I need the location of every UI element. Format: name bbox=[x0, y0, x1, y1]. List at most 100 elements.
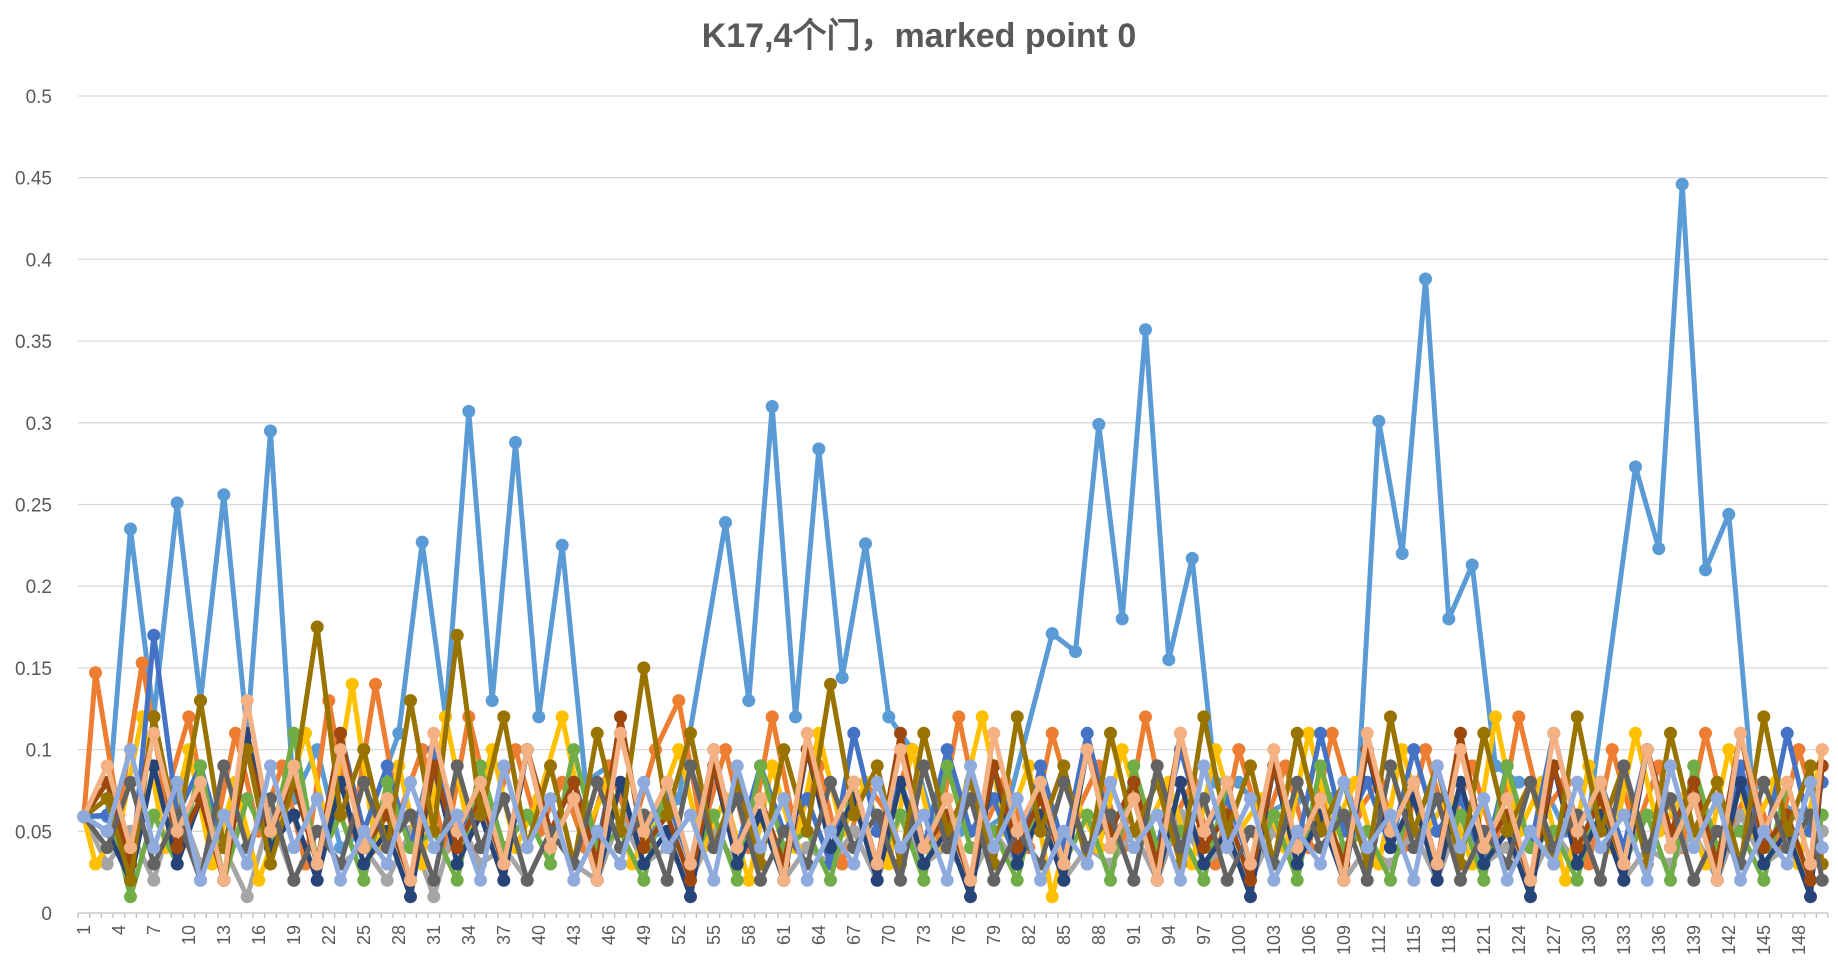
data-point bbox=[1197, 857, 1211, 871]
x-tick-label: 139 bbox=[1684, 925, 1704, 955]
y-tick-label: 0.4 bbox=[26, 250, 53, 271]
data-point bbox=[1057, 775, 1071, 789]
data-point bbox=[1652, 542, 1666, 556]
data-point bbox=[940, 792, 954, 806]
data-point bbox=[1407, 743, 1421, 757]
data-point bbox=[1594, 873, 1607, 887]
data-point bbox=[544, 759, 557, 773]
x-tick-label: 19 bbox=[284, 925, 304, 945]
x-tick-label: 22 bbox=[319, 925, 339, 945]
data-point bbox=[240, 857, 254, 871]
data-point bbox=[1757, 710, 1771, 724]
x-tick-label: 145 bbox=[1754, 925, 1774, 955]
x-tick-label: 127 bbox=[1544, 925, 1564, 955]
data-point bbox=[1337, 775, 1351, 789]
data-point bbox=[1792, 743, 1806, 757]
data-point bbox=[1010, 841, 1024, 855]
data-point bbox=[824, 677, 837, 691]
data-point bbox=[1372, 414, 1386, 428]
x-tick-label: 136 bbox=[1649, 925, 1669, 955]
data-point bbox=[264, 424, 277, 438]
data-point bbox=[614, 710, 627, 724]
data-point bbox=[1804, 857, 1817, 871]
data-point bbox=[1780, 775, 1794, 789]
data-point bbox=[544, 792, 557, 806]
x-tick-label: 25 bbox=[354, 925, 374, 945]
data-point bbox=[1664, 873, 1677, 887]
data-point bbox=[707, 841, 721, 855]
data-point bbox=[427, 873, 441, 887]
x-tick-label: 52 bbox=[669, 925, 689, 945]
data-point bbox=[1500, 824, 1514, 838]
data-point bbox=[777, 873, 791, 887]
x-tick-label: 76 bbox=[949, 925, 969, 945]
data-point bbox=[1419, 743, 1432, 757]
data-point bbox=[1034, 824, 1047, 838]
data-point bbox=[672, 743, 686, 757]
data-point bbox=[450, 808, 464, 822]
data-point bbox=[89, 666, 102, 680]
data-point bbox=[800, 726, 814, 740]
data-point bbox=[100, 792, 114, 806]
data-point bbox=[777, 743, 791, 757]
data-point bbox=[684, 873, 697, 887]
data-point bbox=[1570, 710, 1584, 724]
data-point bbox=[147, 628, 161, 642]
data-point bbox=[754, 759, 767, 773]
data-point bbox=[940, 873, 954, 887]
data-point bbox=[1010, 710, 1024, 724]
data-point bbox=[1232, 743, 1246, 757]
x-tick-label: 64 bbox=[809, 925, 829, 945]
data-point bbox=[754, 792, 767, 806]
data-point bbox=[194, 759, 207, 773]
data-point bbox=[544, 841, 557, 855]
data-point bbox=[427, 726, 441, 740]
data-point bbox=[1127, 792, 1141, 806]
data-point bbox=[684, 890, 697, 904]
data-point bbox=[1069, 645, 1082, 659]
data-point bbox=[404, 775, 417, 789]
data-point bbox=[1734, 808, 1747, 822]
data-point bbox=[660, 808, 674, 822]
data-point bbox=[1629, 460, 1642, 474]
series-group bbox=[77, 177, 1829, 904]
x-tick-label: 37 bbox=[494, 925, 514, 945]
data-point bbox=[240, 694, 254, 708]
data-point bbox=[835, 671, 849, 685]
data-point bbox=[1687, 792, 1701, 806]
data-point bbox=[894, 775, 907, 789]
data-point bbox=[917, 841, 931, 855]
series-11 bbox=[77, 694, 1829, 887]
data-point bbox=[357, 743, 371, 757]
data-point bbox=[917, 759, 931, 773]
data-point bbox=[707, 808, 721, 822]
data-point bbox=[870, 873, 884, 887]
x-tick-label: 55 bbox=[704, 925, 724, 945]
data-point bbox=[124, 775, 137, 789]
data-point bbox=[777, 824, 791, 838]
x-tick-label: 16 bbox=[249, 925, 269, 945]
data-point bbox=[637, 841, 651, 855]
y-tick-label: 0.3 bbox=[26, 414, 52, 435]
data-point bbox=[1127, 775, 1141, 789]
data-point bbox=[1757, 775, 1771, 789]
data-point bbox=[917, 808, 931, 822]
data-point bbox=[1384, 808, 1397, 822]
series-line bbox=[81, 624, 1825, 883]
data-point bbox=[1174, 841, 1187, 855]
data-point bbox=[660, 873, 674, 887]
data-point bbox=[124, 890, 137, 904]
data-point bbox=[684, 857, 697, 871]
data-point bbox=[1080, 743, 1094, 757]
data-point bbox=[1512, 710, 1526, 724]
data-point bbox=[240, 792, 254, 806]
data-point bbox=[217, 759, 231, 773]
data-point bbox=[637, 824, 651, 838]
data-point bbox=[474, 873, 487, 887]
data-point bbox=[1384, 759, 1397, 773]
x-tick-label: 118 bbox=[1439, 925, 1459, 954]
data-point bbox=[1244, 824, 1257, 838]
data-point bbox=[684, 759, 697, 773]
x-tick-label: 10 bbox=[179, 925, 199, 945]
x-tick-label: 1 bbox=[74, 925, 94, 935]
